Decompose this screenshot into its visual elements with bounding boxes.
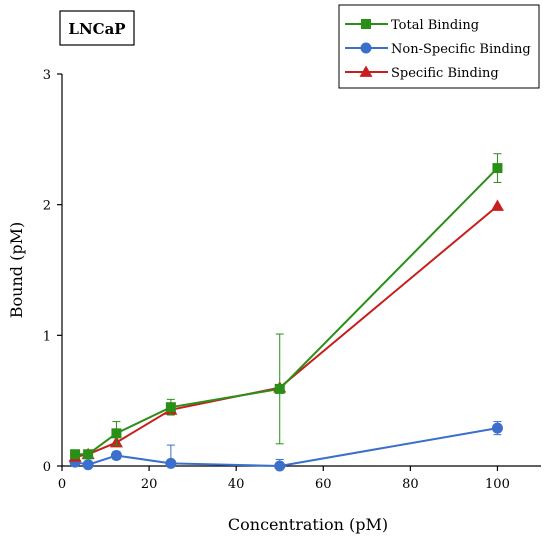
data-point bbox=[165, 457, 177, 469]
data-point bbox=[82, 459, 94, 471]
series-line bbox=[74, 205, 499, 458]
legend-entry: Total Binding bbox=[345, 18, 479, 33]
x-axis-title: Concentration (pM) bbox=[228, 515, 388, 534]
x-tick-label: 100 bbox=[485, 477, 510, 492]
x-tick-label: 60 bbox=[315, 477, 332, 492]
series-layer bbox=[68, 153, 504, 472]
data-point bbox=[274, 460, 286, 472]
y-tick-label: 0 bbox=[43, 460, 51, 475]
data-point bbox=[111, 428, 122, 439]
panel-label-group: LNCaP bbox=[59, 10, 135, 46]
panel-label: LNCaP bbox=[68, 20, 125, 38]
legend-label: Non-Specific Binding bbox=[391, 42, 531, 57]
legend-entry: Non-Specific Binding bbox=[345, 42, 531, 57]
data-point bbox=[110, 450, 122, 462]
data-point bbox=[165, 402, 176, 413]
y-axis-title: Bound (pM) bbox=[7, 222, 26, 318]
legend-marker bbox=[360, 42, 372, 54]
legend-marker bbox=[359, 65, 373, 77]
data-point bbox=[490, 199, 504, 211]
legend: Total Binding Non-Specific Binding Specifi… bbox=[338, 4, 540, 89]
data-point bbox=[491, 422, 503, 434]
series-line bbox=[74, 427, 498, 468]
x-tick-label: 0 bbox=[58, 477, 66, 492]
x-tick-label: 20 bbox=[141, 477, 158, 492]
legend-label: Specific Binding bbox=[391, 66, 499, 81]
x-tick-label: 80 bbox=[402, 477, 419, 492]
data-point bbox=[492, 163, 503, 174]
series-line bbox=[75, 167, 499, 456]
legend-frame bbox=[338, 4, 540, 89]
legend-entry: Specific Binding bbox=[345, 65, 499, 81]
data-point bbox=[83, 449, 94, 460]
y-tick-label: 3 bbox=[43, 68, 51, 83]
series-specific-binding bbox=[68, 199, 504, 462]
series-total-binding bbox=[70, 153, 503, 460]
axis-ticks: 0 20 40 60 80 100 0 1 2 3 bbox=[43, 68, 510, 492]
series-non-specific-binding bbox=[69, 421, 503, 472]
data-point bbox=[274, 383, 285, 394]
legend-marker bbox=[361, 19, 371, 29]
x-tick-label: 40 bbox=[228, 477, 245, 492]
panel-label-frame bbox=[59, 10, 135, 46]
y-tick-label: 1 bbox=[43, 329, 51, 344]
y-tick-label: 2 bbox=[43, 199, 51, 214]
data-point bbox=[70, 449, 81, 460]
legend-label: Total Binding bbox=[391, 18, 479, 33]
